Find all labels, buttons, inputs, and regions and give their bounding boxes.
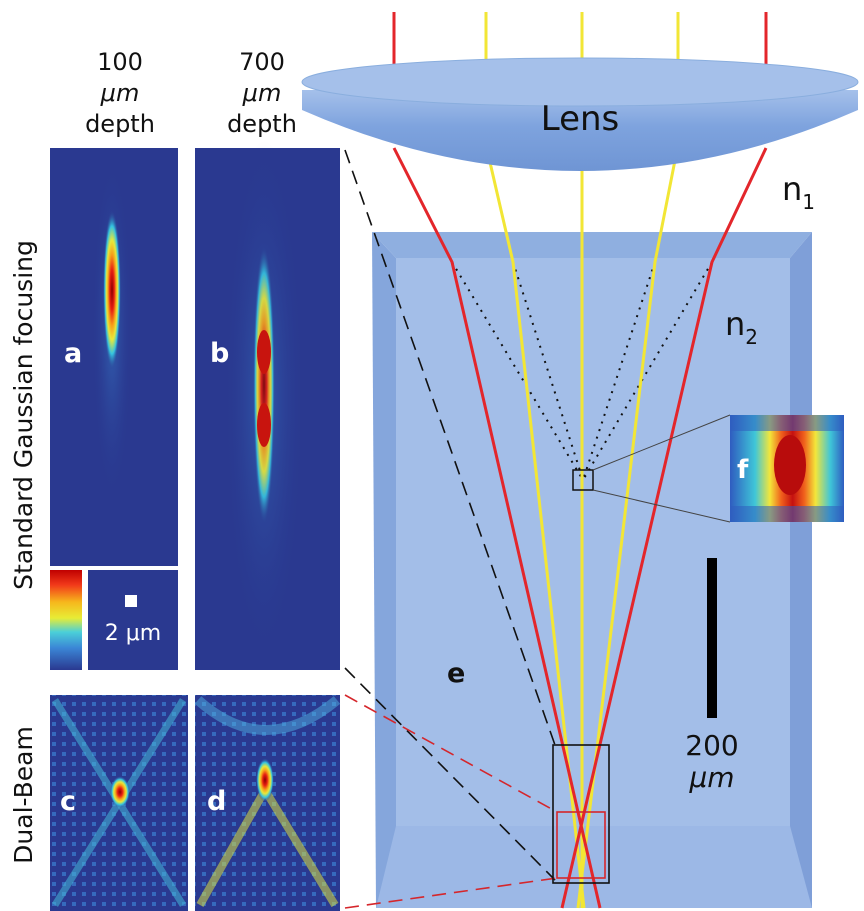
n2-sub: 2: [745, 325, 758, 349]
panel-e-letter: e: [447, 658, 465, 689]
col2-depth-unit: μm: [242, 79, 282, 107]
panel-a-letter: a: [64, 338, 82, 369]
scale-bar-200um: 200 μm: [685, 558, 739, 794]
projection-line-red-top: [344, 694, 558, 813]
scale-big-value: 200: [685, 729, 738, 762]
col1-depth-unit: μm: [100, 79, 140, 107]
panel-a-heatmap: a: [50, 148, 178, 566]
svg-text:n1: n1: [782, 170, 815, 214]
n2-base: n: [725, 305, 745, 343]
zoom-box-red: [556, 811, 606, 879]
n1-base: n: [782, 170, 802, 208]
scale-square: [125, 595, 137, 607]
projection-line-mid: [344, 667, 556, 881]
col1-depth-word: depth: [85, 110, 155, 138]
panel-c-letter: c: [60, 786, 76, 817]
col1-depth-value: 100: [97, 48, 143, 76]
column-header-100um: 100 μm depth: [85, 48, 155, 138]
column-header-700um: 700 μm depth: [227, 48, 297, 138]
n1-label: n1: [782, 170, 815, 214]
scale-small-label: 2 μm: [105, 621, 161, 646]
col2-depth-value: 700: [239, 48, 285, 76]
zoom-line-top: [592, 414, 731, 471]
zoom-box-black: [552, 744, 610, 884]
projection-line-top: [344, 149, 556, 746]
projection-line-red-bottom: [344, 877, 558, 909]
scale-box-small: 2 μm: [88, 570, 178, 670]
zoom-line-bottom: [592, 489, 731, 523]
panel-f-inset: f: [730, 415, 844, 522]
colorbar: [50, 570, 82, 670]
lens-label: Lens: [541, 99, 620, 139]
panel-d-heatmap: d: [194, 695, 341, 911]
panel-d-letter: d: [207, 786, 226, 817]
row-label-dual-beam: Dual-Beam: [9, 726, 38, 864]
panel-f-letter: f: [737, 455, 749, 485]
panel-b-heatmap: b: [195, 140, 340, 670]
glass-block: [372, 232, 812, 908]
panel-c-heatmap: c: [50, 695, 188, 911]
n1-sub: 1: [802, 190, 815, 214]
n2-label: n2: [725, 305, 758, 349]
focus-box: [572, 469, 594, 491]
svg-text:n2: n2: [725, 305, 758, 349]
panel-b-letter: b: [210, 338, 229, 369]
lens: Lens: [301, 57, 859, 171]
scale-big-unit: μm: [688, 761, 734, 794]
row-label-standard: Standard Gaussian focusing: [9, 240, 38, 590]
col2-depth-word: depth: [227, 110, 297, 138]
